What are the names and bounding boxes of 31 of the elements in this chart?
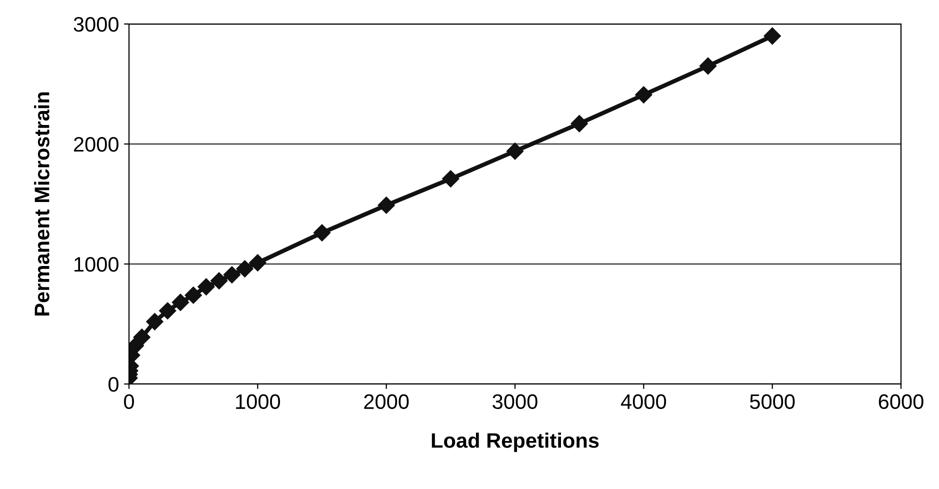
- x-tick-label: 3000: [492, 394, 538, 410]
- point: [172, 294, 190, 311]
- point: [236, 260, 254, 278]
- y-tick-label: 3000: [74, 17, 118, 32]
- x-tick-label: 1000: [236, 394, 280, 410]
- point: [210, 272, 228, 290]
- y-tick-label: 0: [108, 377, 118, 392]
- point: [506, 142, 524, 160]
- point: [146, 313, 164, 330]
- y-axis-title: Permanent Microstrain: [34, 92, 50, 316]
- point: [159, 302, 176, 320]
- y-tick-label: 2000: [74, 137, 118, 152]
- x-axis-title: Load Repetitions: [432, 432, 599, 452]
- x-tick-label: 5000: [750, 394, 795, 410]
- point: [442, 170, 460, 188]
- x-tick-label: 4000: [620, 394, 666, 410]
- point: [635, 86, 652, 104]
- point: [198, 278, 215, 296]
- point: [313, 224, 331, 242]
- point: [699, 57, 717, 75]
- x-tick-label: 2000: [364, 394, 409, 410]
- point: [378, 196, 395, 214]
- point: [184, 286, 202, 304]
- point: [764, 27, 781, 45]
- point: [570, 115, 588, 132]
- point: [249, 254, 266, 272]
- x-tick-label: 6000: [878, 394, 924, 410]
- point: [223, 266, 240, 284]
- x-tick-label: 0: [124, 394, 134, 410]
- point: [133, 328, 150, 346]
- y-tick-label: 1000: [74, 257, 118, 272]
